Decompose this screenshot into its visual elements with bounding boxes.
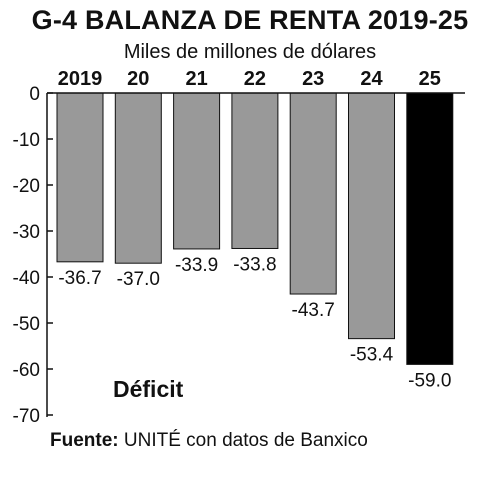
source-label: Fuente: <box>50 430 119 451</box>
bar <box>289 92 337 295</box>
y-tick-label: -70 <box>13 406 40 427</box>
bar-value-label: -59.0 <box>408 370 451 391</box>
x-category-label: 20 <box>127 68 149 90</box>
x-category-label: 22 <box>244 68 266 90</box>
source-text: UNITÉ con datos de Banxico <box>118 430 368 451</box>
x-category-label: 23 <box>302 68 324 90</box>
bar-value-label: -43.7 <box>292 300 335 321</box>
x-category-label: 2019 <box>58 68 103 90</box>
y-tick-label: -60 <box>13 360 40 381</box>
y-tick-label: -30 <box>13 222 40 243</box>
bar <box>348 92 395 340</box>
deficit-annotation: Déficit <box>113 376 184 402</box>
y-tick-label: -20 <box>13 176 40 197</box>
bar <box>406 92 454 365</box>
chart-title: G-4 BALANZA DE RENTA 2019-25 <box>31 5 469 35</box>
bar <box>56 92 104 263</box>
bar-value-label: -36.7 <box>58 268 101 289</box>
bar-value-label: -33.9 <box>175 255 218 276</box>
bar <box>114 92 162 264</box>
source-note: Fuente: UNITÉ con datos de Banxico <box>50 430 368 452</box>
y-tick-label: -10 <box>13 130 40 151</box>
bar-value-label: -33.8 <box>233 254 276 275</box>
x-category-label: 25 <box>419 68 441 90</box>
y-tick-label: -50 <box>13 314 40 335</box>
y-tick-label: 0 <box>29 84 40 105</box>
x-category-label: 21 <box>185 68 207 90</box>
bar-value-label: -37.0 <box>117 269 160 290</box>
bar <box>173 92 221 250</box>
bar-value-label: -53.4 <box>350 345 394 366</box>
x-category-label: 24 <box>360 68 383 90</box>
bar <box>231 92 279 249</box>
chart-subtitle: Miles de millones de dólares <box>123 41 377 63</box>
y-tick-label: -40 <box>13 268 40 289</box>
